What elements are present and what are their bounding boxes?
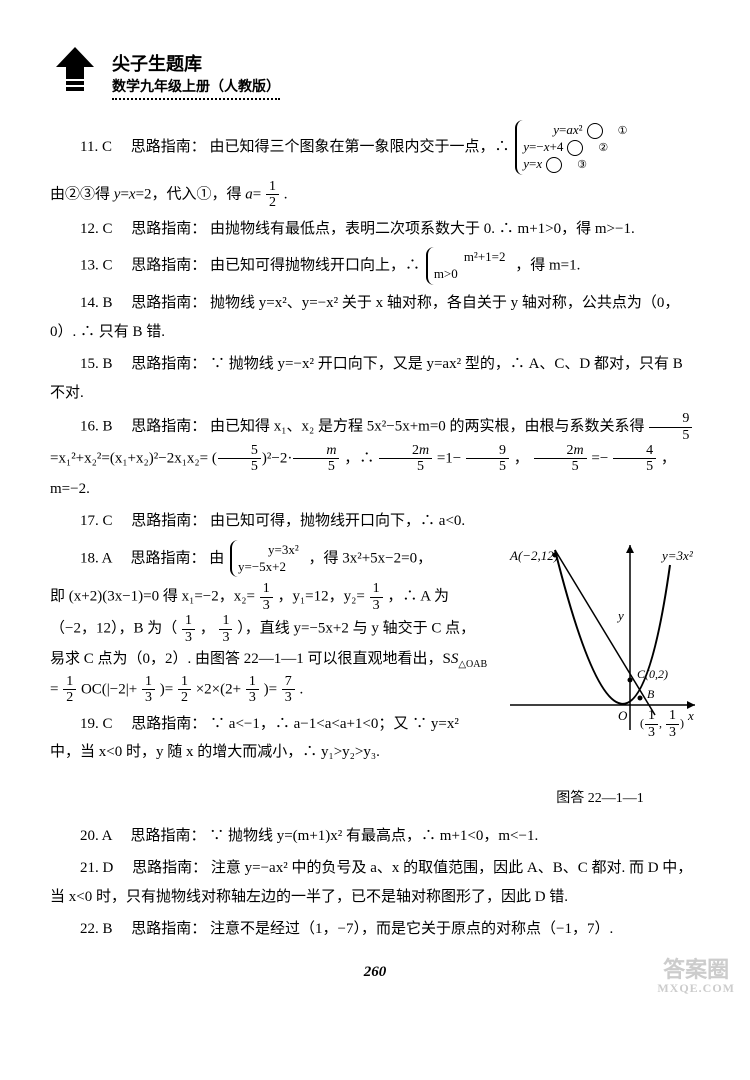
answer-label: 16. B: [80, 418, 113, 434]
solutions-content: 11. C 思路指南： 由已知得三个图象在第一象限内交于一点，∴ y=ax²① …: [50, 120, 700, 944]
figure-22-1-1: A(−2,12) y=3x² C(0,2) B x y O (13, 13) 图…: [500, 540, 700, 813]
answer-label: 12. C: [80, 221, 113, 237]
watermark: 答案圈 MXQE.COM: [657, 958, 735, 995]
equation-system: m²+1=2 m>0: [426, 247, 510, 285]
hint-label: 思路指南：: [131, 221, 206, 237]
equation-system: y=ax²① y=−x+4② y=x③: [515, 120, 606, 175]
hint-label: 思路指南：: [131, 258, 206, 274]
arrow-icon: [50, 45, 100, 95]
fraction: 12: [266, 179, 279, 211]
solution-14: 14. B 思路指南： 抛物线 y=x²、y=−x² 关于 x 轴对称，各自关于…: [50, 289, 700, 346]
answer-label: 11. C: [80, 139, 112, 155]
hint-label: 思路指南：: [131, 356, 206, 372]
answer-label: 18. A: [80, 550, 112, 566]
answer-label: 17. C: [80, 513, 113, 529]
svg-text:A(−2,12): A(−2,12): [509, 548, 558, 563]
hint-label: 思路指南：: [131, 513, 206, 529]
hint-label: 思路指南：: [132, 860, 207, 876]
answer-label: 21. D: [80, 860, 113, 876]
hint-label: 思路指南：: [131, 921, 206, 937]
svg-text:B: B: [647, 687, 655, 701]
hint-label: 思路指南：: [131, 418, 206, 434]
solution-13: 13. C 思路指南： 由已知可得抛物线开口向上，∴ m²+1=2 m>0 ，得…: [50, 247, 700, 285]
svg-text:x: x: [687, 708, 694, 723]
point-B-label: (13, 13): [640, 716, 684, 730]
svg-text:y=3x²: y=3x²: [660, 548, 694, 563]
solution-20: 20. A 思路指南： ∵ 抛物线 y=(m+1)x² 有最高点，∴ m+1<0…: [50, 822, 700, 851]
svg-text:O: O: [618, 708, 628, 723]
page-header: 尖子生题库 数学九年级上册（人教版）: [50, 50, 700, 100]
hint-label: 思路指南：: [131, 139, 206, 155]
solution-11-cont: 由②③得 y=x=2，代入①，得 a= 12 .: [50, 179, 700, 211]
answer-label: 22. B: [80, 921, 113, 937]
answer-label: 14. B: [80, 295, 113, 311]
header-divider: [112, 98, 280, 100]
solution-22: 22. B 思路指南： 注意不是经过（1，−7），而是它关于原点的对称点（−1，…: [50, 915, 700, 944]
equation-system: y=3x² y=−5x+2: [230, 540, 303, 578]
answer-label: 19. C: [80, 716, 113, 732]
solution-17: 17. C 思路指南： 由已知可得，抛物线开口向下，∴ a<0.: [50, 507, 700, 536]
series-title: 尖子生题库: [112, 50, 280, 76]
hint-label: 思路指南：: [131, 716, 206, 732]
solution-21: 21. D 思路指南： 注意 y=−ax² 中的负号及 a、x 的取值范围，因此…: [50, 854, 700, 911]
figure-caption: 图答 22—1—1: [500, 786, 700, 813]
solution-15: 15. B 思路指南： ∵ 抛物线 y=−x² 开口向下，又是 y=ax² 型的…: [50, 350, 700, 407]
solution-11: 11. C 思路指南： 由已知得三个图象在第一象限内交于一点，∴ y=ax²① …: [50, 120, 700, 175]
solution-16: 16. B 思路指南： 由已知得 x₁、x₂ 是方程 5x²−5x+m=0 的两…: [50, 411, 700, 503]
hint-label: 思路指南：: [131, 295, 206, 311]
svg-text:y: y: [616, 608, 624, 623]
page-number: 260: [50, 964, 700, 981]
answer-label: 13. C: [80, 258, 113, 274]
solution-12: 12. C 思路指南： 由抛物线有最低点，表明二次项系数大于 0. ∴ m+1>…: [50, 215, 700, 244]
hint-label: 思路指南：: [130, 828, 205, 844]
hint-label: 思路指南：: [130, 550, 205, 566]
book-subtitle: 数学九年级上册（人教版）: [112, 76, 280, 96]
svg-text:C(0,2): C(0,2): [637, 667, 668, 681]
answer-label: 20. A: [80, 828, 112, 844]
answer-label: 15. B: [80, 356, 113, 372]
